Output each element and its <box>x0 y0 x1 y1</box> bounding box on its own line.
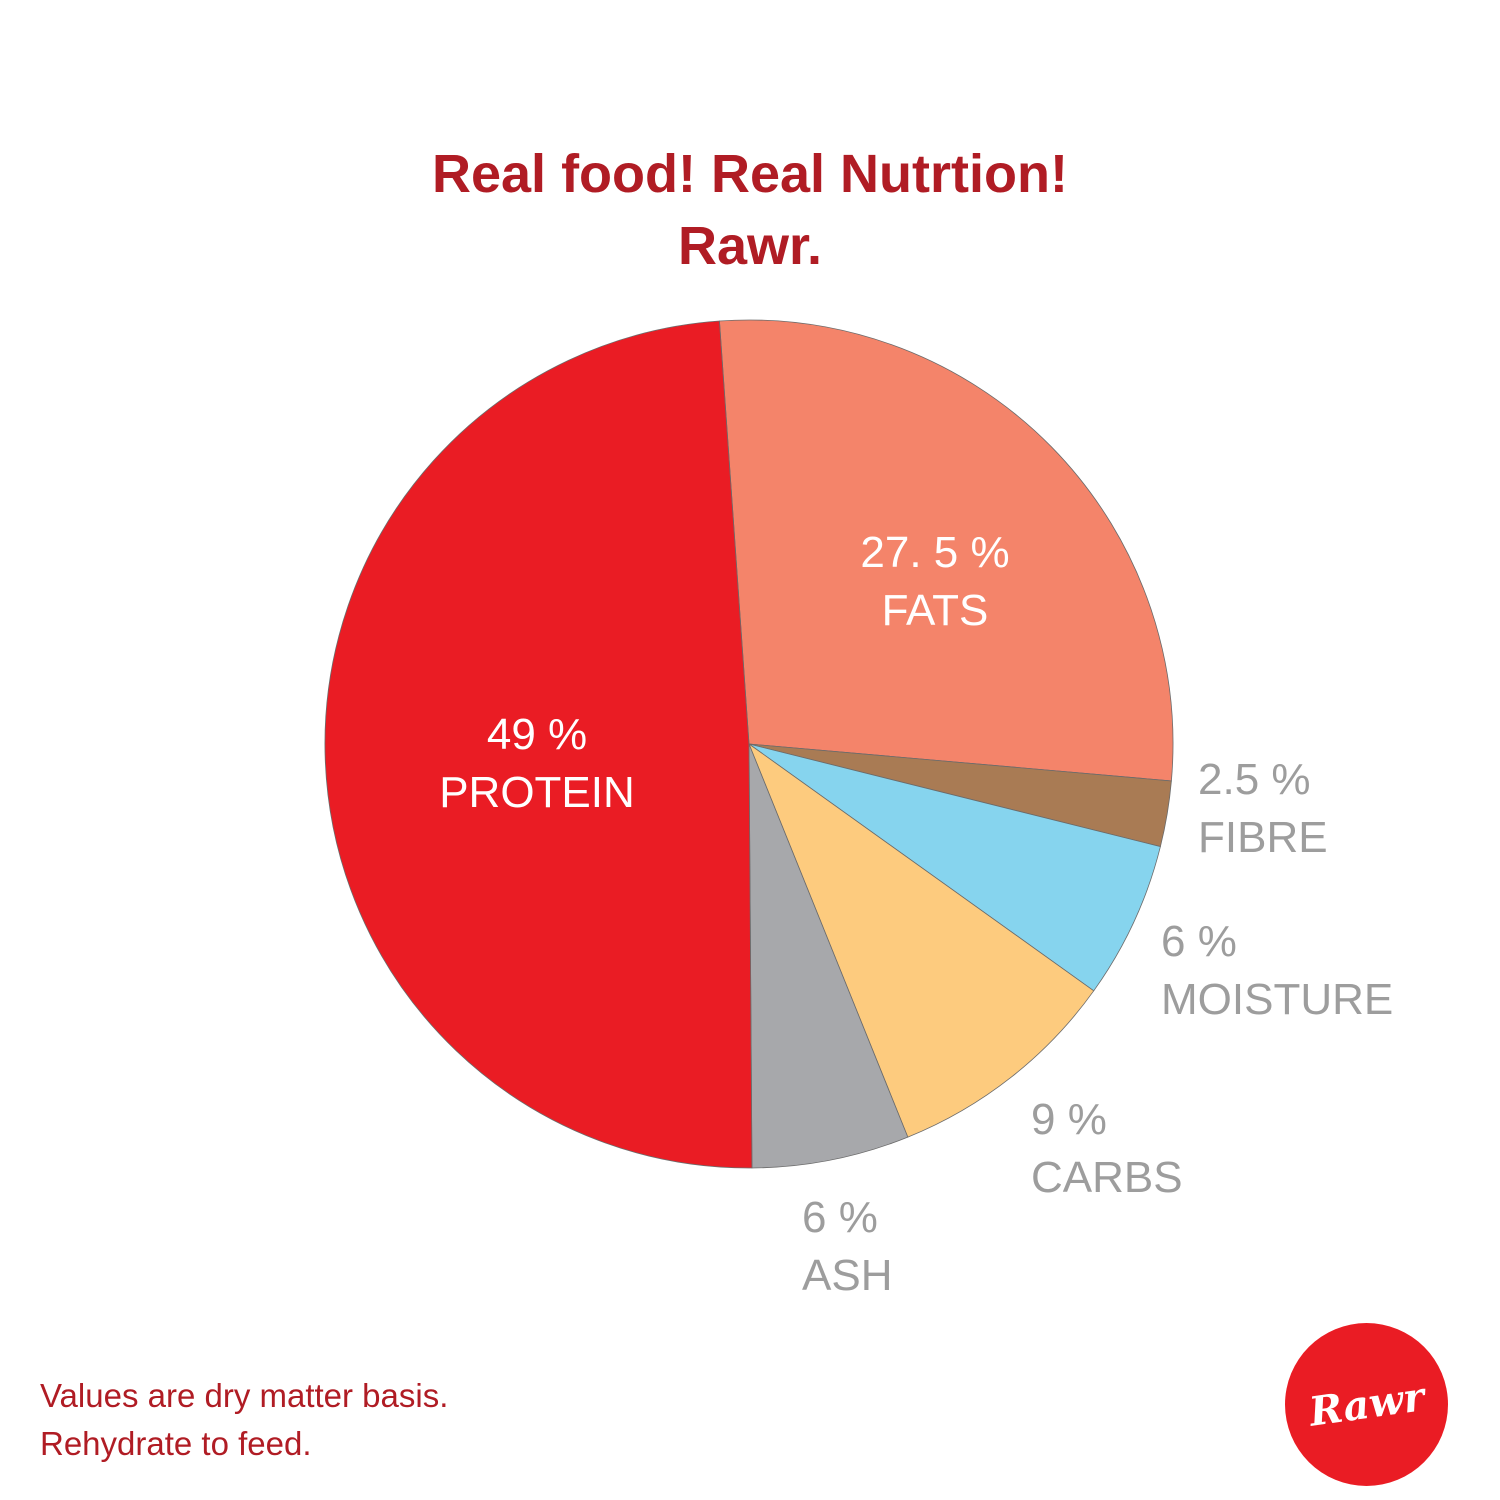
label-fats-name: FATS <box>881 586 989 635</box>
label-moisture-value: 6 % <box>1161 917 1237 966</box>
label-ash-value: 6 % <box>802 1193 878 1242</box>
rawr-logo: Rawr <box>1285 1323 1448 1486</box>
label-fats-value: 27. 5 % <box>860 528 1010 577</box>
label-ash-name: ASH <box>802 1251 893 1300</box>
footnote-line-1: Values are dry matter basis. <box>40 1377 449 1414</box>
label-carbs-value: 9 % <box>1031 1095 1107 1144</box>
label-fats: 27. 5 % FATS <box>820 524 1050 640</box>
title-line-1: Real food! Real Nutrtion! <box>432 144 1068 204</box>
chart-title: Real food! Real Nutrtion! Rawr. <box>0 138 1500 282</box>
pie-slice-carbs <box>748 742 1095 1138</box>
footnote: Values are dry matter basis. Rehydrate t… <box>40 1372 448 1468</box>
label-protein: 49 % PROTEIN <box>397 706 677 822</box>
pie-slice-moisture <box>748 743 1161 992</box>
label-carbs: 9 % CARBS <box>1031 1091 1183 1207</box>
pie-slice-ash <box>748 743 909 1169</box>
label-fibre-name: FIBRE <box>1198 813 1328 862</box>
label-ash: 6 % ASH <box>802 1189 892 1305</box>
pie-slice-protein <box>324 320 753 1169</box>
title-line-2: Rawr. <box>677 216 823 276</box>
pie-slice-fats <box>718 319 1174 782</box>
label-protein-name: PROTEIN <box>439 768 635 817</box>
label-moisture: 6 % MOISTURE <box>1161 913 1393 1029</box>
label-fibre: 2.5 % FIBRE <box>1198 751 1328 867</box>
label-protein-value: 49 % <box>486 710 588 759</box>
footnote-line-2: Rehydrate to feed. <box>40 1425 312 1462</box>
logo-text: Rawr <box>1305 1373 1428 1436</box>
label-fibre-value: 2.5 % <box>1198 755 1311 804</box>
label-moisture-name: MOISTURE <box>1161 975 1394 1024</box>
label-carbs-name: CARBS <box>1031 1153 1183 1202</box>
